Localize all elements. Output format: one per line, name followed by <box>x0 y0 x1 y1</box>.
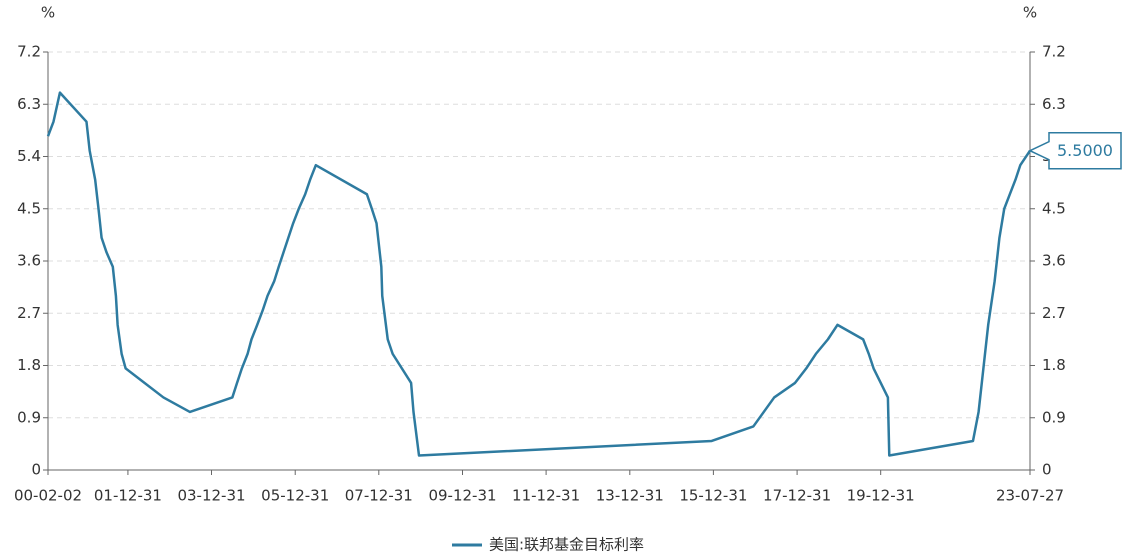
x-tick-label: 11-12-31 <box>512 487 580 505</box>
y2-tick-label: 0 <box>1042 461 1052 479</box>
y-tick-label: 6.3 <box>17 95 41 113</box>
x-tick-label: 23-07-27 <box>996 487 1064 505</box>
y-unit: % <box>41 4 55 22</box>
y-tick-label: 3.6 <box>17 252 41 270</box>
y-tick-label: 0 <box>31 461 41 479</box>
y2-tick-label: 6.3 <box>1042 95 1066 113</box>
x-tick-label: 09-12-31 <box>428 487 496 505</box>
y2-unit: % <box>1023 4 1037 22</box>
y2-tick-label: 2.7 <box>1042 304 1066 322</box>
x-tick-label: 03-12-31 <box>177 487 245 505</box>
value-label: 5.5000 <box>1057 141 1113 160</box>
y2-tick-label: 7.2 <box>1042 43 1066 61</box>
y-tick-label: 5.4 <box>17 147 41 165</box>
y2-tick-label: 4.5 <box>1042 199 1066 217</box>
y-tick-label: 0.9 <box>17 408 41 426</box>
x-tick-label: 05-12-31 <box>261 487 329 505</box>
y-tick-label: 2.7 <box>17 304 41 322</box>
series-line <box>46 91 1032 457</box>
x-tick-label: 15-12-31 <box>679 487 747 505</box>
y-tick-label: 4.5 <box>17 199 41 217</box>
y-tick-label: 7.2 <box>17 43 41 61</box>
legend-label: 美国:联邦基金目标利率 <box>489 536 644 554</box>
x-tick-label: 07-12-31 <box>345 487 413 505</box>
x-tick-label: 19-12-31 <box>847 487 915 505</box>
y2-tick-label: 1.8 <box>1042 356 1066 374</box>
y2-tick-label: 3.6 <box>1042 252 1066 270</box>
x-tick-label: 13-12-31 <box>596 487 664 505</box>
value-callout <box>1028 131 1122 170</box>
x-tick-label: 00-02-02 <box>14 487 82 505</box>
x-tick-label: 01-12-31 <box>94 487 162 505</box>
y-tick-label: 1.8 <box>17 356 41 374</box>
y2-tick-label: 0.9 <box>1042 408 1066 426</box>
x-tick-label: 17-12-31 <box>763 487 831 505</box>
